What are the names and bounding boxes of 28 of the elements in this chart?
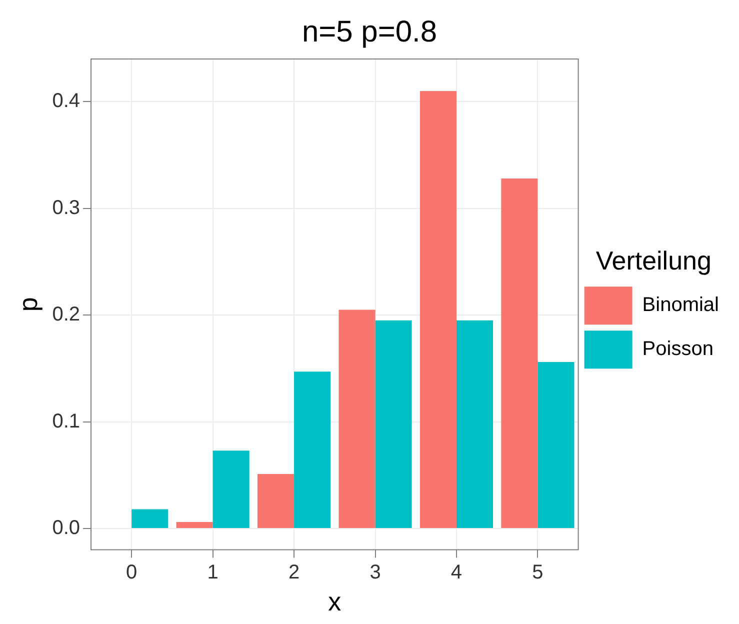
y-tick-label: 0.2 xyxy=(52,304,80,326)
bar xyxy=(257,474,294,528)
y-axis-title: p xyxy=(12,297,43,312)
bar xyxy=(132,509,168,528)
bar xyxy=(501,178,538,528)
legend-label: Binomial xyxy=(642,294,720,316)
bar xyxy=(456,320,494,528)
x-tick-label: 1 xyxy=(207,561,218,584)
y-tick-label: 0.0 xyxy=(52,516,80,539)
bar xyxy=(212,450,250,528)
bar xyxy=(338,310,376,528)
chart-title: n=5 p=0.8 xyxy=(302,15,438,48)
x-tick-label: 4 xyxy=(450,561,462,584)
bar xyxy=(176,522,213,528)
bar xyxy=(538,362,574,528)
x-tick-label: 0 xyxy=(126,561,138,584)
y-tick-label: 0.4 xyxy=(52,90,80,112)
y-tick-label: 0.1 xyxy=(52,410,80,432)
y-tick-label: 0.3 xyxy=(52,196,80,219)
x-axis-title: x xyxy=(328,586,342,617)
legend-label: Poisson xyxy=(642,338,714,360)
bar xyxy=(375,320,412,528)
bar xyxy=(420,91,456,528)
x-tick-label: 2 xyxy=(288,561,300,584)
x-tick-label: 5 xyxy=(532,561,544,584)
legend-title: Verteilung xyxy=(596,246,712,276)
x-tick-label: 3 xyxy=(370,561,381,584)
bar xyxy=(294,372,331,528)
